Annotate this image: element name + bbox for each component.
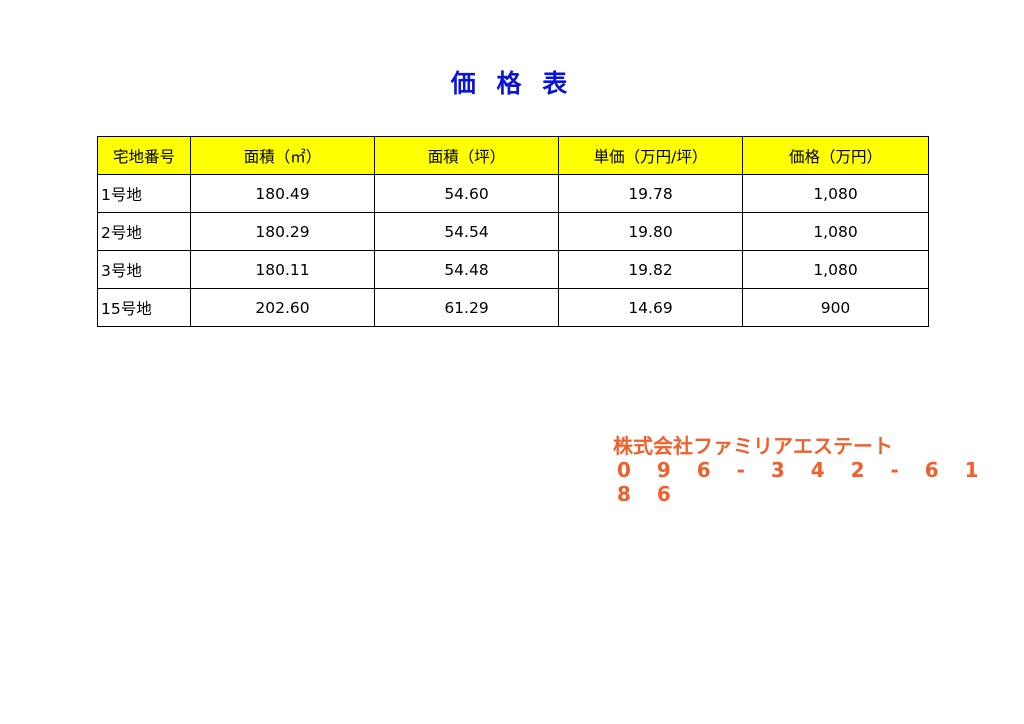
cell-price: 900 [742,288,929,327]
cell-area-sqm: 180.11 [190,250,375,289]
cell-unit-price: 19.78 [558,174,743,213]
cell-area-tsubo: 54.60 [374,174,559,213]
cell-lot-number: 15号地 [97,288,191,327]
company-phone: 0 9 6 - 3 4 2 - 6 1 8 6 [617,458,989,506]
table-row: 2号地 180.29 54.54 19.80 1,080 [97,212,929,251]
cell-price: 1,080 [742,250,929,289]
cell-area-sqm: 202.60 [190,288,375,327]
table-row: 3号地 180.11 54.48 19.82 1,080 [97,250,929,289]
cell-lot-number: 2号地 [97,212,191,251]
cell-area-tsubo: 54.54 [374,212,559,251]
cell-area-sqm: 180.29 [190,212,375,251]
table-header-row: 宅地番号 面積（㎡） 面積（坪） 単価（万円/坪） 価格（万円） [97,136,929,175]
header-price: 価格（万円） [742,136,929,175]
cell-price: 1,080 [742,174,929,213]
cell-unit-price: 19.80 [558,212,743,251]
price-table: 宅地番号 面積（㎡） 面積（坪） 単価（万円/坪） 価格（万円） 1号地 180.… [97,136,929,327]
header-unit-price: 単価（万円/坪） [558,136,743,175]
cell-price: 1,080 [742,212,929,251]
cell-unit-price: 19.82 [558,250,743,289]
page-title: 価 格 表 [450,69,574,98]
table-row: 15号地 202.60 61.29 14.69 900 [97,288,929,327]
header-lot-number: 宅地番号 [97,136,191,175]
header-area-sqm: 面積（㎡） [190,136,375,175]
cell-area-sqm: 180.49 [190,174,375,213]
header-area-tsubo: 面積（坪） [374,136,559,175]
company-name: 株式会社ファミリアエステート [613,434,893,458]
cell-lot-number: 3号地 [97,250,191,289]
cell-lot-number: 1号地 [97,174,191,213]
cell-area-tsubo: 54.48 [374,250,559,289]
cell-unit-price: 14.69 [558,288,743,327]
table-row: 1号地 180.49 54.60 19.78 1,080 [97,174,929,213]
cell-area-tsubo: 61.29 [374,288,559,327]
